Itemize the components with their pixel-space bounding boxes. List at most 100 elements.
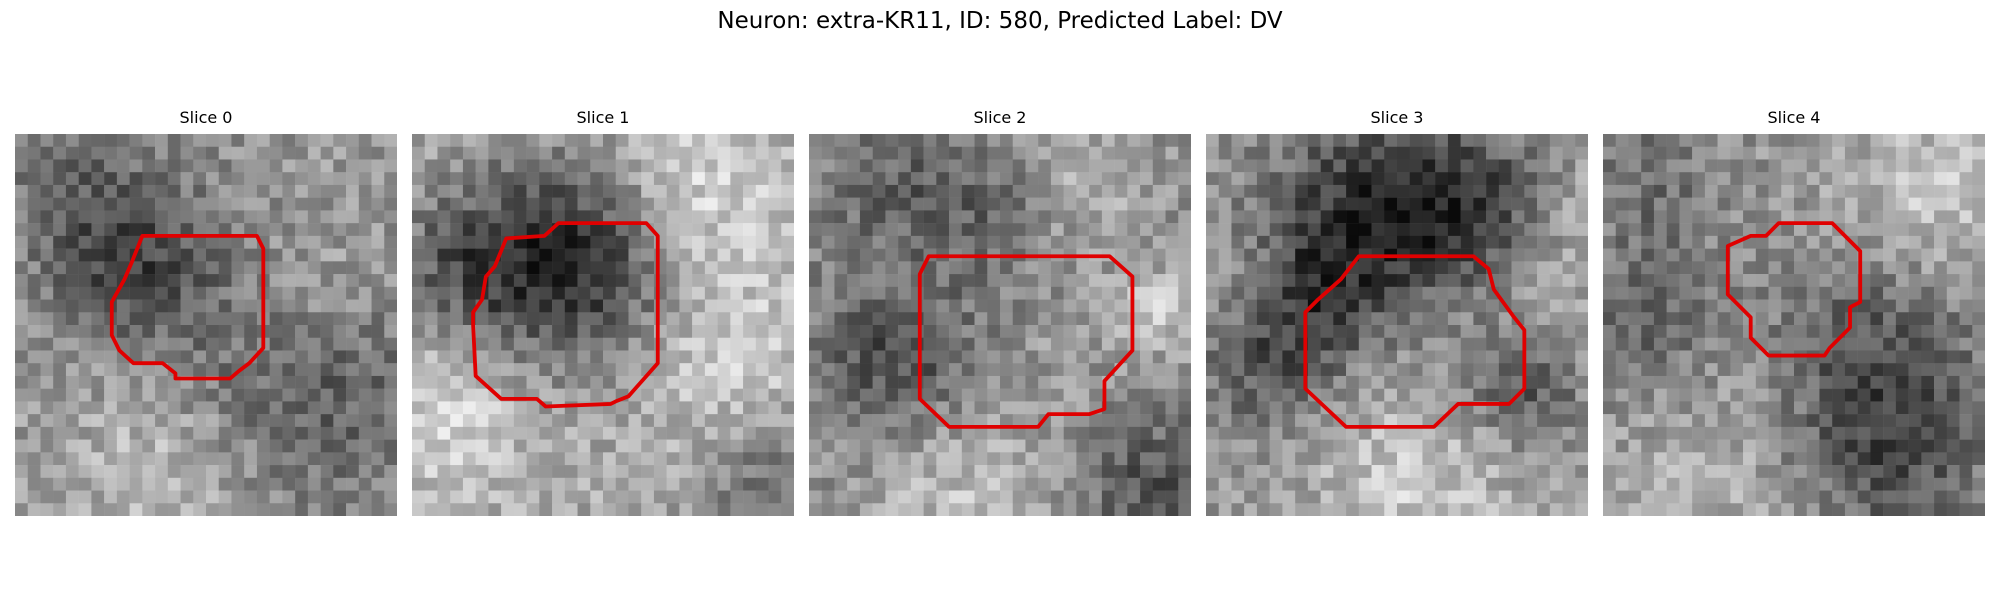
pixel	[1717, 172, 1731, 186]
pixel	[615, 363, 629, 377]
pixel	[27, 325, 41, 338]
pixel	[666, 388, 680, 402]
pixel	[424, 477, 438, 491]
pixel	[53, 286, 67, 300]
pixel	[1562, 223, 1576, 237]
pixel	[437, 261, 451, 275]
pixel	[1895, 503, 1909, 516]
pixel	[1603, 465, 1616, 479]
pixel	[244, 146, 258, 160]
pixel	[1206, 286, 1219, 300]
pixel	[1486, 490, 1500, 504]
pixel	[755, 337, 769, 351]
pixel	[1704, 223, 1718, 237]
pixel	[320, 388, 334, 402]
pixel	[910, 337, 924, 351]
pixel	[1679, 375, 1693, 389]
pixel	[1397, 401, 1410, 415]
pixel	[1012, 465, 1026, 479]
pixel	[450, 184, 464, 198]
pixel	[424, 312, 438, 326]
pixel	[142, 401, 156, 415]
pixel	[180, 426, 194, 440]
pixel	[666, 312, 680, 326]
pixel	[475, 146, 489, 160]
pixel	[1562, 261, 1576, 275]
pixel	[142, 159, 156, 173]
pixel	[1384, 299, 1398, 313]
pixel	[282, 299, 296, 313]
pixel	[180, 261, 194, 275]
pixel	[1908, 146, 1922, 160]
pixel	[1282, 465, 1296, 479]
pixel	[1857, 325, 1871, 338]
pixel	[1422, 159, 1436, 173]
pixel	[1089, 172, 1103, 186]
pixel	[1575, 312, 1588, 326]
pixel	[1231, 299, 1245, 313]
pixel	[1346, 312, 1360, 326]
pixel	[526, 210, 540, 224]
pixel	[1679, 172, 1693, 186]
pixel	[847, 146, 861, 160]
pixel	[244, 248, 258, 262]
pixel	[1934, 363, 1948, 377]
pixel	[1218, 490, 1232, 504]
pixel	[755, 159, 769, 173]
pixel	[1857, 197, 1871, 211]
pixel	[1269, 184, 1283, 198]
pixel	[1524, 197, 1538, 211]
pixel	[1806, 134, 1820, 147]
pixel	[1498, 350, 1512, 364]
pixel	[142, 274, 156, 288]
pixel	[501, 375, 515, 389]
pixel	[526, 134, 540, 147]
pixel	[1244, 274, 1258, 288]
pixel	[615, 210, 629, 224]
pixel	[1959, 414, 1973, 428]
pixel	[859, 184, 873, 198]
pixel	[564, 248, 578, 262]
pixel	[244, 401, 258, 415]
pixel	[653, 375, 667, 389]
pixel	[1256, 261, 1270, 275]
pixel	[1498, 426, 1512, 440]
pixel	[346, 490, 360, 504]
pixel	[1063, 286, 1077, 300]
pixel	[1165, 490, 1179, 504]
pixel	[40, 363, 54, 377]
pixel	[218, 248, 232, 262]
pixel	[1486, 223, 1500, 237]
pixel	[142, 503, 156, 516]
pixel	[1549, 223, 1563, 237]
pixel	[987, 286, 1001, 300]
pixel	[552, 414, 566, 428]
pixel	[1320, 146, 1334, 160]
pixel	[1857, 235, 1871, 249]
pixel	[1959, 286, 1973, 300]
pixel	[450, 439, 464, 453]
pixel	[65, 312, 79, 326]
pixel	[1666, 426, 1680, 440]
pixel	[167, 159, 181, 173]
pixel	[1050, 184, 1064, 198]
pixel	[923, 274, 937, 288]
pixel	[1615, 312, 1629, 326]
pixel	[231, 286, 245, 300]
pixel	[1422, 299, 1436, 313]
pixel	[218, 452, 232, 466]
pixel	[193, 159, 207, 173]
slice-image	[809, 134, 1191, 516]
pixel	[847, 375, 861, 389]
pixel	[590, 439, 604, 453]
pixel	[1076, 235, 1090, 249]
pixel	[1844, 184, 1858, 198]
pixel	[1206, 439, 1219, 453]
pixel	[1498, 197, 1512, 211]
pixel	[961, 477, 975, 491]
pixel	[615, 248, 629, 262]
pixel	[1384, 134, 1398, 147]
pixel	[1101, 197, 1115, 211]
pixel	[872, 248, 886, 262]
pixel	[78, 477, 92, 491]
